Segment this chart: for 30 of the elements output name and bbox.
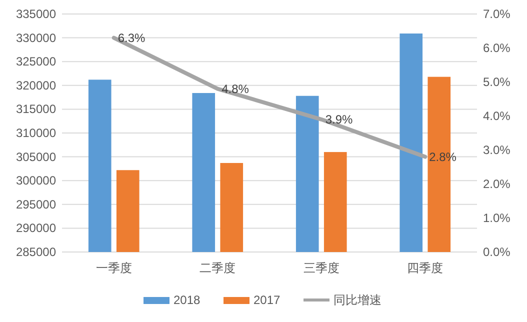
y-tick-label: 335000 — [16, 7, 56, 21]
y-tick-label: 320000 — [16, 78, 56, 92]
y-tick-label: 290000 — [16, 221, 56, 236]
y2-tick-label: 2.0% — [483, 177, 511, 191]
y2-tick-label: 7.0% — [483, 7, 511, 21]
legend-label: 2017 — [254, 293, 281, 307]
y2-tick-label: 5.0% — [483, 75, 511, 89]
x-tick-label: 三季度 — [303, 261, 340, 275]
y2-tick-label: 4.0% — [483, 109, 511, 123]
y-tick-label: 305000 — [16, 150, 56, 164]
x-tick-label: 四季度 — [407, 261, 444, 275]
y-tick-label: 285000 — [16, 245, 56, 259]
data-label: 3.9% — [325, 112, 354, 126]
y2-tick-label: 1.0% — [483, 211, 511, 225]
y2-tick-label: 3.0% — [483, 143, 511, 157]
y-tick-label: 300000 — [16, 174, 56, 188]
y2-tick-label: 0.0% — [483, 245, 511, 259]
x-tick-label: 二季度 — [200, 261, 236, 275]
data-label: 4.8% — [222, 82, 250, 96]
data-label: 6.3% — [118, 30, 146, 45]
y-tick-label: 325000 — [16, 54, 56, 69]
y-tick-label: 315000 — [16, 102, 56, 116]
y-tick-label: 295000 — [16, 197, 56, 212]
y-tick-label: 310000 — [16, 126, 56, 140]
legend-label: 同比增速 — [334, 293, 382, 307]
line-series — [112, 36, 428, 159]
legend-label: 2018 — [174, 293, 201, 307]
y2-tick-label: 6.0% — [483, 41, 511, 55]
y-tick-label: 330000 — [16, 30, 56, 45]
x-tick-label: 一季度 — [96, 261, 132, 275]
